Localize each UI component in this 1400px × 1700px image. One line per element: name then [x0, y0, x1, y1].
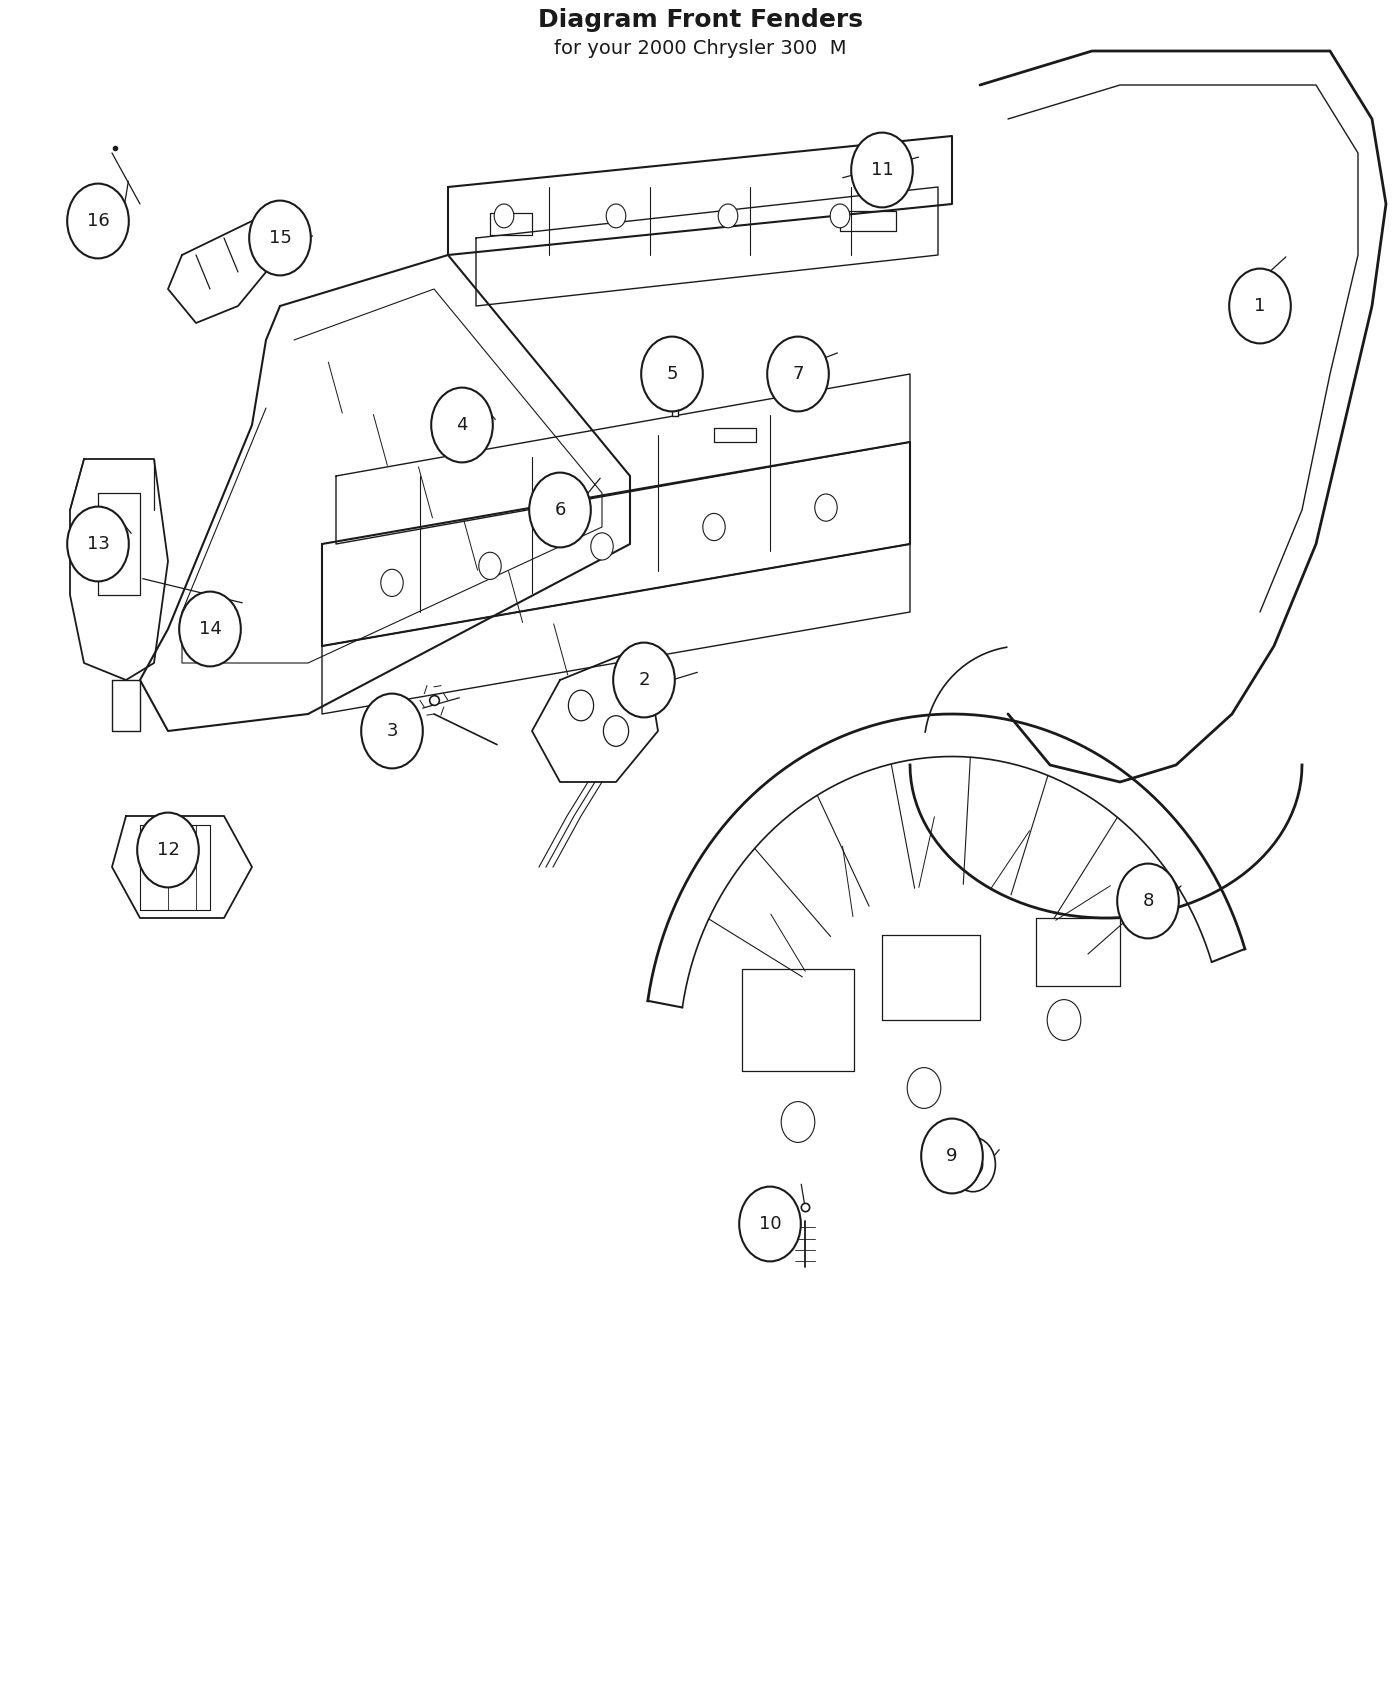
Circle shape	[479, 552, 501, 580]
Circle shape	[494, 204, 514, 228]
Circle shape	[830, 204, 850, 228]
Circle shape	[907, 1068, 941, 1108]
Circle shape	[381, 570, 403, 597]
Circle shape	[641, 337, 703, 411]
Circle shape	[703, 513, 725, 541]
Circle shape	[431, 388, 493, 462]
Circle shape	[591, 532, 613, 559]
Text: 6: 6	[554, 502, 566, 518]
Circle shape	[606, 204, 626, 228]
Circle shape	[767, 337, 829, 411]
Text: Diagram Front Fenders: Diagram Front Fenders	[538, 8, 862, 32]
Text: 4: 4	[456, 416, 468, 434]
Circle shape	[1117, 864, 1179, 938]
Circle shape	[951, 1137, 995, 1192]
Text: 15: 15	[269, 230, 291, 246]
Text: 10: 10	[759, 1216, 781, 1232]
Text: 12: 12	[157, 842, 179, 858]
Circle shape	[529, 473, 591, 547]
Text: 16: 16	[87, 212, 109, 230]
Circle shape	[67, 184, 129, 258]
Circle shape	[67, 507, 129, 581]
Circle shape	[921, 1119, 983, 1193]
Text: 13: 13	[87, 536, 109, 552]
Circle shape	[568, 690, 594, 721]
Circle shape	[361, 694, 423, 768]
Circle shape	[739, 1187, 801, 1261]
Text: 9: 9	[946, 1148, 958, 1164]
Circle shape	[613, 643, 675, 717]
Circle shape	[137, 813, 199, 887]
Circle shape	[718, 204, 738, 228]
Circle shape	[249, 201, 311, 275]
Text: 14: 14	[199, 620, 221, 638]
Circle shape	[1047, 1000, 1081, 1040]
Text: 11: 11	[871, 162, 893, 178]
Circle shape	[963, 1153, 983, 1176]
Text: 8: 8	[1142, 892, 1154, 910]
Text: for your 2000 Chrysler 300  M: for your 2000 Chrysler 300 M	[554, 39, 846, 58]
Text: 3: 3	[386, 722, 398, 740]
Circle shape	[781, 1102, 815, 1142]
Circle shape	[603, 716, 629, 746]
Circle shape	[851, 133, 913, 207]
Circle shape	[179, 592, 241, 666]
Text: 5: 5	[666, 366, 678, 382]
Text: 1: 1	[1254, 298, 1266, 314]
Text: 2: 2	[638, 672, 650, 688]
Circle shape	[815, 495, 837, 522]
Circle shape	[1229, 269, 1291, 343]
Text: 7: 7	[792, 366, 804, 382]
